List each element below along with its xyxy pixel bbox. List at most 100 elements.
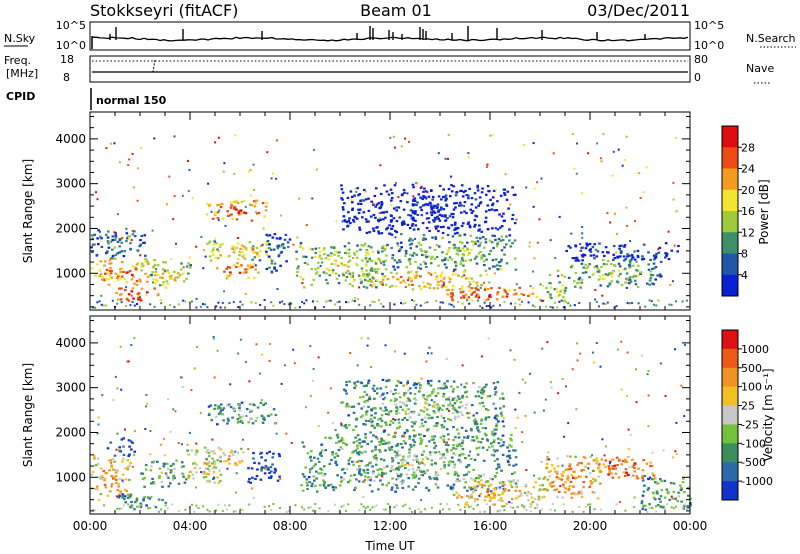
- colorbar-tick-label: 16: [741, 205, 755, 218]
- y-tick-label: 1000: [55, 266, 86, 280]
- scatter-region: [567, 258, 663, 289]
- nsearch-right-label: N.Search: [746, 32, 796, 45]
- scatter-region: [117, 493, 168, 511]
- scatter-region: [340, 183, 517, 235]
- power-colorbar-label: Power [dB]: [757, 179, 771, 244]
- station-title: Stokkseyri (fitACF): [90, 1, 238, 20]
- scatter-region: [247, 450, 281, 484]
- scatter-region: [295, 242, 389, 289]
- scatter-region: [215, 262, 260, 280]
- colorbar-tick-label: 28: [741, 141, 755, 154]
- colorbar-segment: [722, 386, 738, 406]
- freq-panel: Freq. [MHz] 18 8 80 0 Nave: [4, 53, 774, 84]
- scatter-region: [445, 286, 542, 302]
- scatter-region: [640, 477, 692, 511]
- colorbar-tick-label: -500: [741, 456, 766, 469]
- freq-tick-top: 18: [60, 53, 74, 66]
- velocity-colorbar: 1000 500 100 25 -25 -100 -500 -1000: [721, 329, 773, 501]
- colorbar-segment: [722, 147, 738, 169]
- scatter-region: [205, 446, 245, 470]
- x-tick-label: 08:00: [273, 519, 308, 533]
- scatter-region: [206, 240, 273, 262]
- power-heatmap: [90, 133, 688, 309]
- y-tick-label: 1000: [55, 470, 86, 484]
- colorbar-segment: [722, 424, 738, 444]
- power-y-label: Slant Range [km]: [21, 159, 35, 263]
- scatter-region: [545, 269, 568, 303]
- colorbar-tick-label: 8: [741, 248, 748, 261]
- colorbar-segment: [722, 462, 738, 482]
- freq-tick-bottom: 8: [63, 71, 70, 84]
- y-tick-label: 4000: [55, 132, 86, 146]
- colorbar-segment: [722, 481, 738, 501]
- scatter-region: [365, 269, 491, 291]
- nsearch-tick-top: 10^5: [694, 19, 724, 32]
- y-tick-label: 3000: [55, 381, 86, 395]
- nave-label: Nave: [746, 62, 774, 75]
- power-y-ticks: 1000 2000 3000 4000: [55, 115, 690, 308]
- nsky-spikes: [91, 26, 646, 49]
- colorbar-segment: [722, 367, 738, 387]
- y-tick-label: 2000: [55, 425, 86, 439]
- colorbar-tick-label: 100: [741, 381, 762, 394]
- power-colorbar: 28 24 20 16 12 8 4: [721, 125, 755, 297]
- colorbar-segment: [722, 211, 738, 233]
- x-tick-label: 12:00: [373, 519, 408, 533]
- colorbar-tick-label: 12: [741, 226, 755, 239]
- x-tick-label: 20:00: [573, 519, 608, 533]
- colorbar-tick-label: 4: [741, 269, 748, 282]
- nsky-trace: [91, 36, 689, 42]
- scatter-region: [90, 257, 158, 286]
- nsky-tick-bottom: 10^0: [56, 39, 86, 52]
- colorbar-segment: [722, 443, 738, 463]
- velocity-y-label: Slant Range [km]: [21, 363, 35, 467]
- y-tick-label: 4000: [55, 336, 86, 350]
- beam-title: Beam 01: [360, 1, 432, 20]
- scatter-region: [205, 199, 268, 222]
- scatter-region: [340, 378, 506, 434]
- cpid-row: CPID normal 150: [6, 88, 167, 110]
- velocity-heatmap: [90, 336, 692, 513]
- velocity-colorbar-label: Velocity [m s⁻¹]: [761, 368, 775, 461]
- scatter-region: [115, 287, 163, 302]
- x-tick-label: 00:00: [673, 519, 708, 533]
- scatter-region: [186, 446, 223, 484]
- colorbar-tick-label: 20: [741, 184, 755, 197]
- noise-points: [96, 336, 686, 504]
- cpid-mode: normal 150: [96, 94, 167, 107]
- nsky-tick-top: 10^5: [56, 19, 86, 32]
- scatter-region: [452, 477, 546, 508]
- scatter-region: [90, 455, 132, 497]
- near-range-points: [92, 503, 688, 513]
- colorbar-segment: [722, 168, 738, 191]
- scatter-region: [565, 242, 680, 262]
- scatter-region: [140, 459, 188, 488]
- colorbar-segment: [722, 405, 738, 425]
- colorbar-segment: [722, 232, 738, 254]
- velocity-y-ticks: 1000 2000 3000 4000: [55, 319, 690, 512]
- scatter-region: [540, 455, 602, 500]
- freq-label-line1: Freq.: [4, 54, 31, 67]
- colorbar-tick-label: -100: [741, 437, 766, 450]
- date-title: 03/Dec/2011: [587, 1, 690, 20]
- scatter-region: [207, 401, 278, 426]
- nsky-panel: N.Sky 10^5 10^0 10^5 10^0 N.Search: [4, 19, 796, 52]
- scatter-region: [90, 229, 147, 260]
- cpid-label: CPID: [6, 90, 35, 103]
- power-x-tick-marks: [89, 112, 691, 310]
- freq-label-line2: [MHz]: [6, 67, 38, 80]
- colorbar-segment: [722, 348, 738, 369]
- colorbar-segment: [722, 189, 738, 212]
- scatter-region: [150, 261, 192, 289]
- colorbar-segment: [722, 330, 738, 350]
- nave-tick-top: 80: [694, 53, 708, 66]
- nsky-left-label: N.Sky: [4, 32, 36, 45]
- nsearch-tick-bottom: 10^0: [694, 39, 724, 52]
- colorbar-tick-label: 24: [741, 163, 755, 176]
- colorbar-tick-label: 1000: [741, 343, 769, 356]
- colorbar-segment: [722, 274, 738, 297]
- scatter-region: [265, 233, 292, 274]
- x-axis-label: Time UT: [364, 539, 415, 553]
- scatter-region: [106, 437, 136, 457]
- colorbar-segment: [722, 253, 738, 276]
